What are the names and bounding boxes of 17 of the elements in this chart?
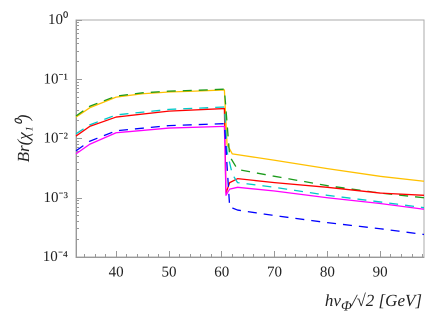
line-series — [75, 89, 425, 182]
line-series — [75, 123, 425, 236]
y-axis-title: Br(χ₁⁰) — [14, 114, 33, 162]
x-tick-label: 60 — [214, 264, 230, 280]
x-tick-label: 70 — [267, 264, 282, 280]
y-tick-label: 10⁻² — [44, 130, 68, 146]
y-tick-label: 10⁻³ — [44, 190, 68, 206]
y-tick-label: 10⁰ — [48, 11, 68, 28]
x-tick-label: 90 — [372, 264, 388, 280]
x-tick-label: 50 — [161, 264, 176, 280]
x-tick-label: 80 — [320, 264, 335, 280]
x-tick-label: 40 — [108, 264, 124, 280]
line-series — [75, 126, 425, 210]
line-series — [75, 88, 425, 198]
y-tick-label: 10⁻¹ — [44, 71, 68, 88]
x-axis-title: hv$_{Φ}$/√2 [GeV] — [324, 290, 422, 315]
y-tick-label: 10⁻⁴ — [42, 249, 68, 265]
